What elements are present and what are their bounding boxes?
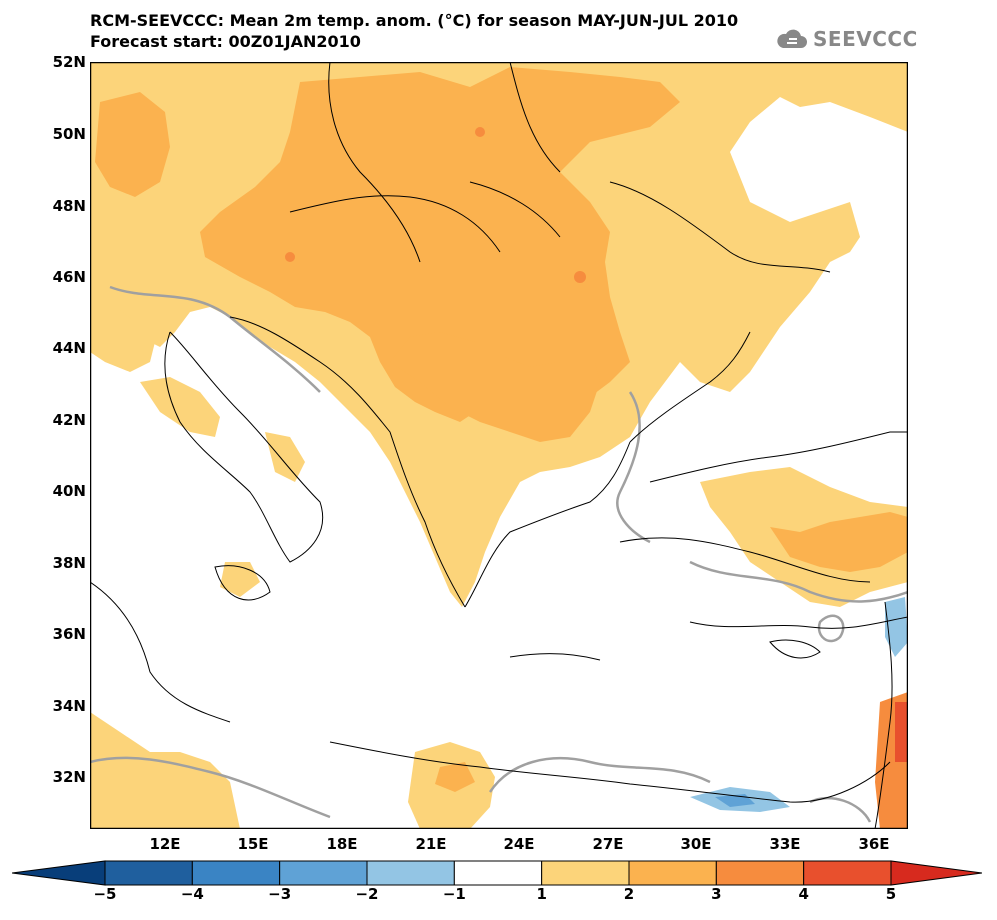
- colorbar-label: 3: [711, 885, 722, 903]
- map-title: RCM-SEEVCCC: Mean 2m temp. anom. (°C) fo…: [90, 10, 738, 52]
- lat-label-34n: 34N: [52, 697, 86, 715]
- lat-label-42n: 42N: [52, 411, 86, 429]
- lon-label-27e: 27E: [592, 835, 624, 853]
- colorbar-cell: [191, 860, 281, 886]
- anomaly-region-1-2-south-italy: [265, 432, 305, 482]
- anomaly-region-2-3-central: [200, 67, 680, 422]
- lat-label-46n: 46N: [52, 268, 86, 286]
- anomaly-spot-3-4-c: [574, 271, 586, 283]
- seevccc-logo: SEEVCCC: [775, 26, 918, 52]
- colorbar-cell: [541, 860, 630, 886]
- anomaly-region-2-3-balkans: [390, 332, 600, 442]
- anomaly-region-2-3-west: [95, 92, 170, 197]
- lon-label-33e: 33E: [769, 835, 801, 853]
- colorbar-cell: [803, 860, 892, 886]
- cloud-icon: [777, 29, 807, 48]
- colorbar-label: −2: [355, 885, 379, 903]
- colorbar-cell: [715, 860, 805, 886]
- anomaly-region-neg-1-2-levant: [885, 597, 908, 657]
- lat-label-32n: 32N: [52, 768, 86, 786]
- anomaly-spot-3-4-a: [285, 252, 295, 262]
- colorbar-cell: [104, 860, 193, 886]
- lat-label-40n: 40N: [52, 482, 86, 500]
- lon-label-36e: 36E: [858, 835, 890, 853]
- title-line-1: RCM-SEEVCCC: Mean 2m temp. anom. (°C) fo…: [90, 11, 739, 30]
- colorbar-cell: [366, 860, 455, 886]
- colorbar-under-arrow: [12, 860, 106, 886]
- anomaly-spot-3-4-b: [475, 127, 485, 137]
- lon-label-18e: 18E: [326, 835, 358, 853]
- lat-label-44n: 44N: [52, 339, 86, 357]
- lat-label-38n: 38N: [52, 554, 86, 572]
- colorbar-label: −3: [268, 885, 292, 903]
- lon-label-21e: 21E: [415, 835, 447, 853]
- colorbar-label: 2: [623, 885, 635, 903]
- colorbar-label: −1: [442, 885, 466, 903]
- colorbar-label: −5: [93, 885, 117, 903]
- colorbar-over-arrow: [890, 860, 982, 886]
- coastlines-and-borders: [90, 62, 908, 829]
- lon-label-30e: 30E: [680, 835, 712, 853]
- lon-label-15e: 15E: [237, 835, 269, 853]
- colorbar-label: −4: [180, 885, 204, 903]
- colorbar-label: 1: [536, 885, 547, 903]
- lon-label-24e: 24E: [503, 835, 535, 853]
- lat-label-48n: 48N: [52, 197, 86, 215]
- colorbar-label: 4: [798, 885, 809, 903]
- anomaly-region-1-2-sicily: [220, 562, 260, 597]
- colorbar-cell: [628, 860, 717, 886]
- anomaly-region-1-2-africa-west: [90, 712, 240, 829]
- colorbar-cells: [104, 860, 892, 886]
- anomaly-map: [90, 62, 908, 829]
- anomaly-region-1-2-west: [90, 272, 155, 372]
- colorbar: [12, 860, 982, 886]
- anomaly-region-2-3-anatolia: [770, 512, 908, 572]
- colorbar-label: 5: [885, 885, 897, 903]
- colorbar-cell: [453, 860, 543, 886]
- logo-text: SEEVCCC: [813, 27, 918, 51]
- colorbar-cell: [279, 860, 368, 886]
- anomaly-region-se-corner-hot: [895, 702, 908, 762]
- title-line-2: Forecast start: 00Z01JAN2010: [90, 32, 361, 51]
- lon-label-12e: 12E: [149, 835, 181, 853]
- anomaly-region-2-3-libya: [435, 762, 475, 792]
- anomaly-region-1-2-italy: [140, 377, 220, 437]
- lat-label-52n: 52N: [52, 53, 86, 71]
- lat-label-36n: 36N: [52, 625, 86, 643]
- lat-label-50n: 50N: [52, 125, 86, 143]
